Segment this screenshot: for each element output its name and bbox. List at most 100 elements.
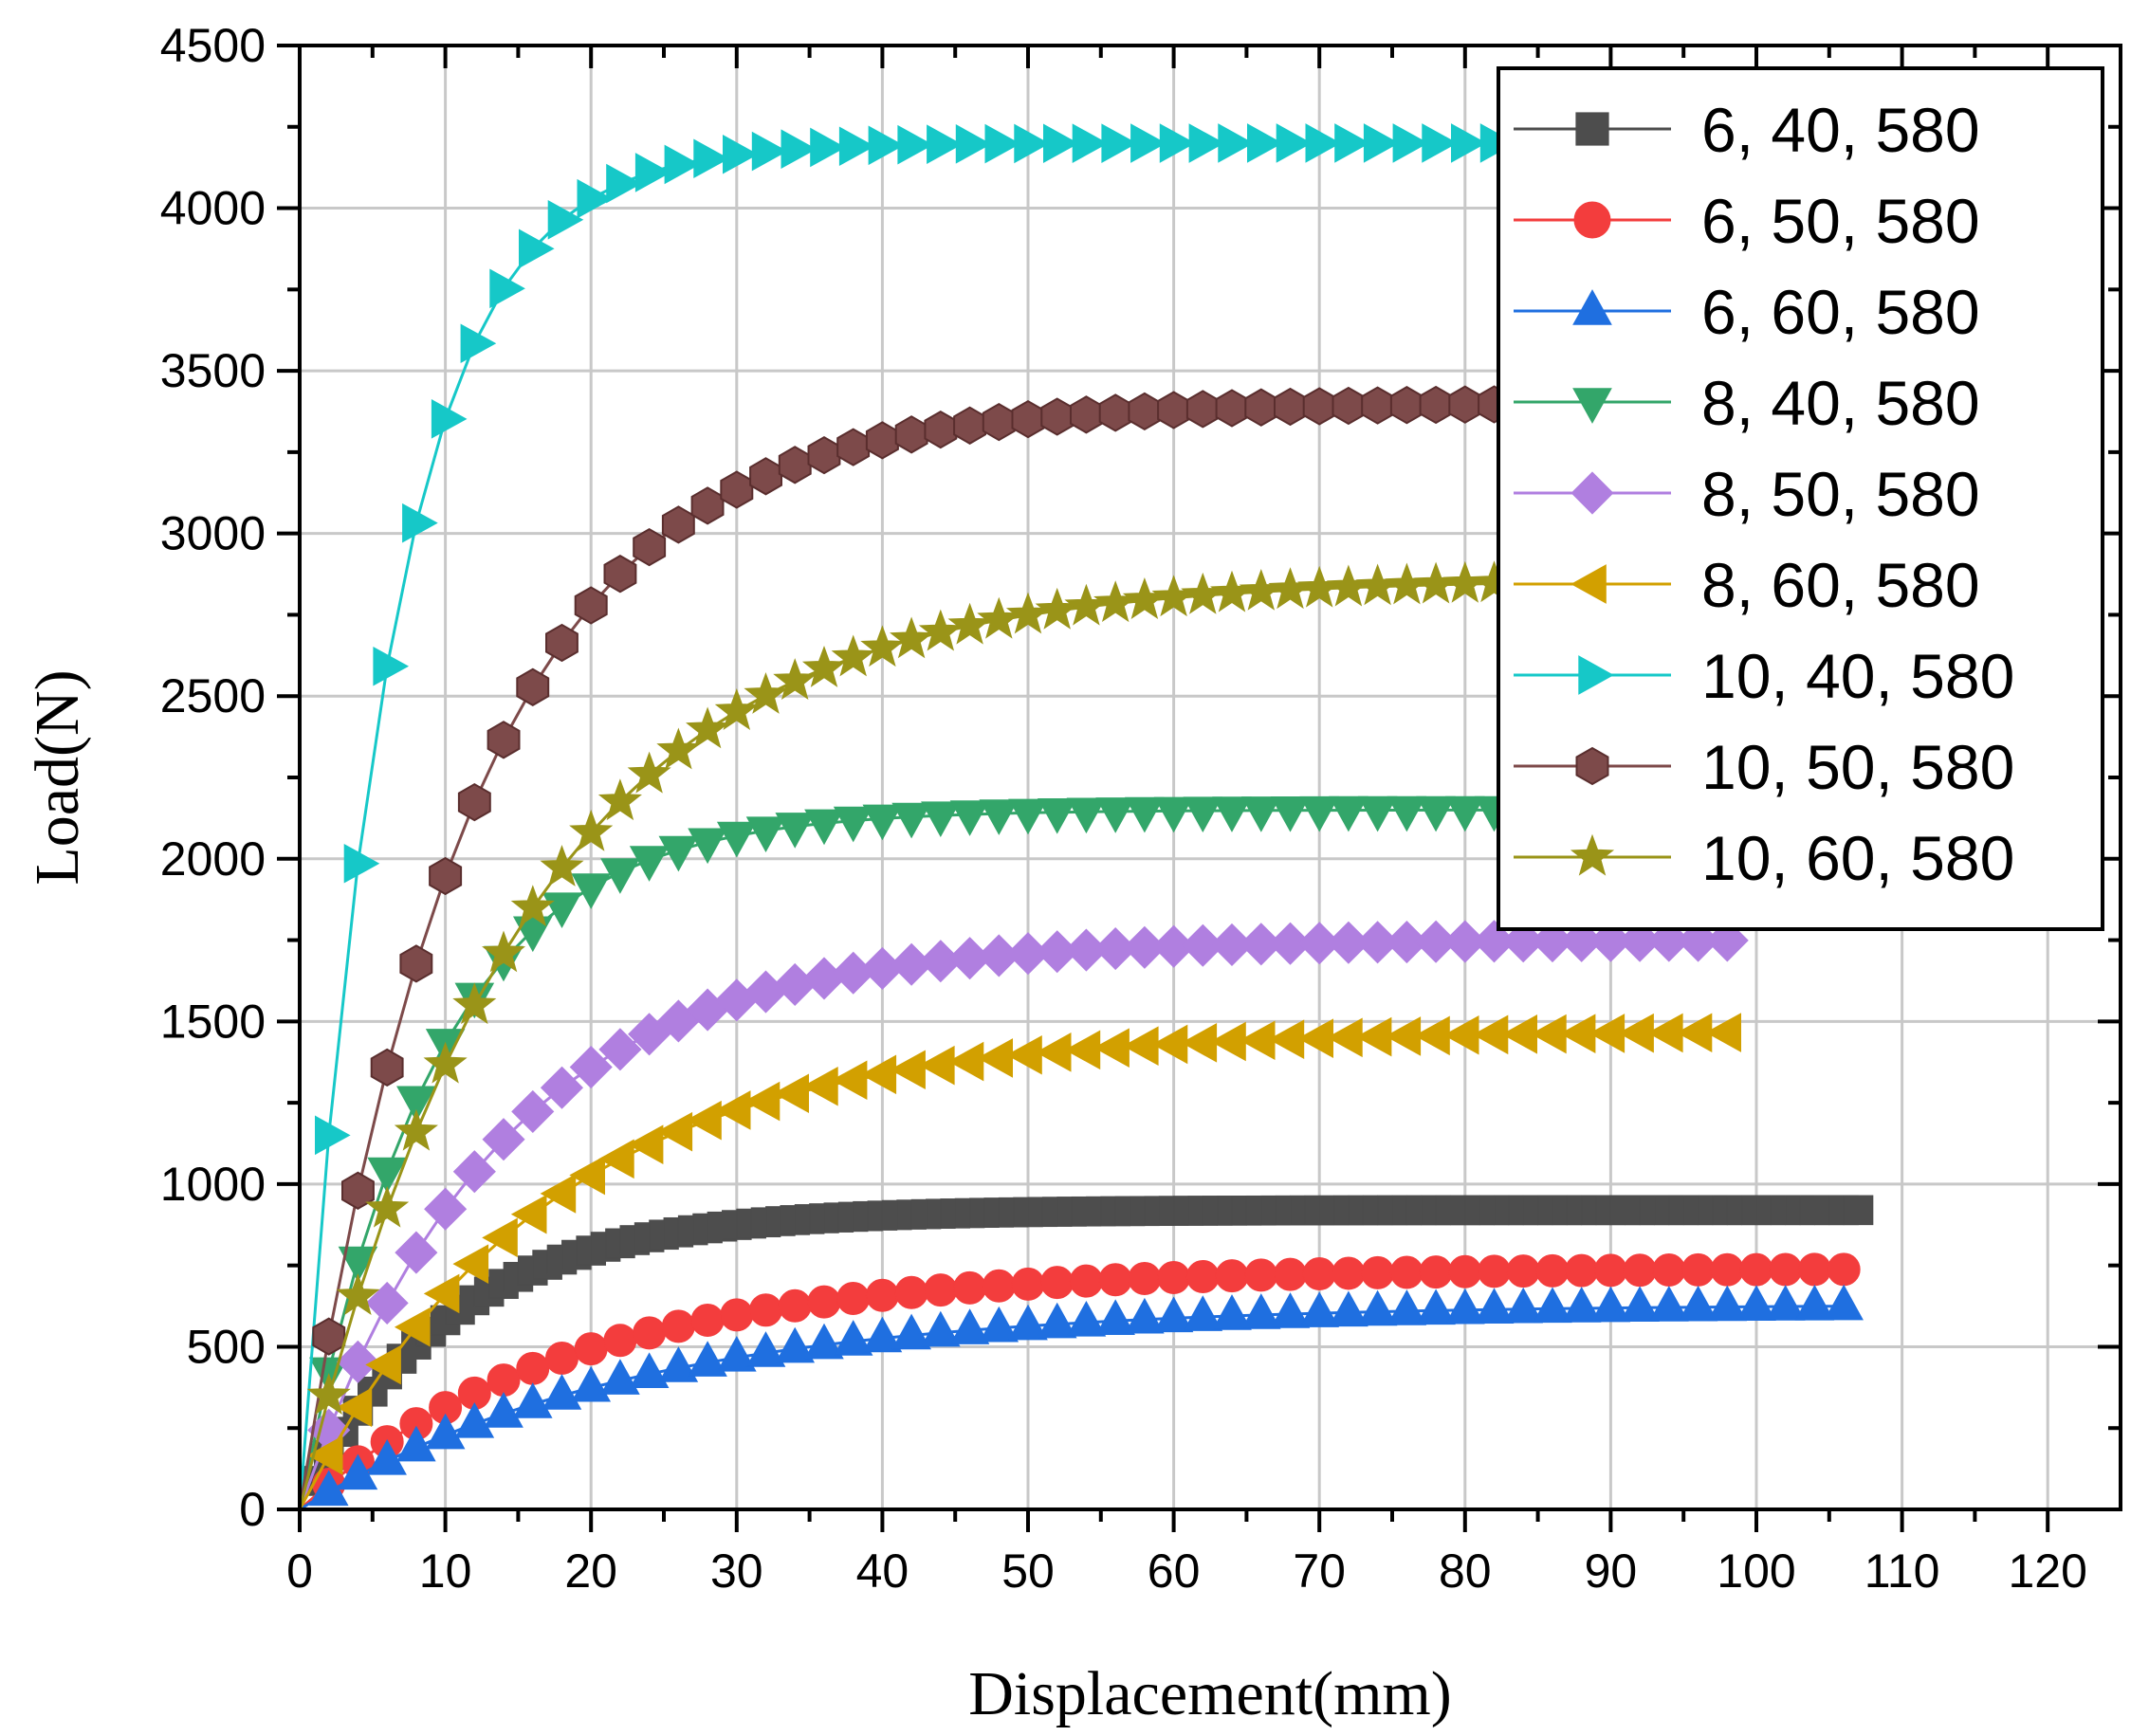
legend-item: 10, 40, 580 xyxy=(1514,641,2014,711)
data-point xyxy=(452,982,497,1025)
data-point xyxy=(1125,796,1165,833)
data-point xyxy=(395,1231,438,1274)
data-point xyxy=(723,134,759,174)
data-point xyxy=(1332,386,1366,426)
data-point xyxy=(836,1282,871,1316)
data-point xyxy=(1329,1290,1368,1327)
data-point xyxy=(306,1435,343,1475)
data-point xyxy=(452,1244,489,1284)
legend-item: 8, 60, 580 xyxy=(1514,550,1980,620)
data-point xyxy=(1649,1286,1689,1322)
data-point xyxy=(629,1352,670,1388)
data-point xyxy=(365,1281,409,1325)
data-point xyxy=(1389,386,1423,425)
data-point xyxy=(1098,1263,1132,1297)
data-point xyxy=(399,944,433,983)
data-point xyxy=(1095,797,1135,833)
data-point xyxy=(1416,1288,1456,1325)
data-point xyxy=(807,435,841,475)
data-point xyxy=(1419,385,1453,425)
data-point xyxy=(924,410,958,449)
legend-label: 6, 40, 580 xyxy=(1701,95,1980,165)
data-point xyxy=(429,856,463,896)
data-point xyxy=(1183,796,1223,833)
data-point xyxy=(1444,1288,1485,1325)
data-point xyxy=(1769,1252,1803,1287)
data-point xyxy=(716,1335,757,1372)
data-point xyxy=(1043,123,1079,164)
data-point xyxy=(1620,1286,1660,1322)
legend-label: 10, 60, 580 xyxy=(1701,823,2014,893)
tick-labels: 0 10 20 30 40 50 60 70 80 90 100 110 120 0 500 1000 1500… xyxy=(160,19,2087,1598)
data-point xyxy=(423,1273,460,1314)
data-point xyxy=(1212,1294,1252,1330)
data-point xyxy=(714,1090,751,1130)
data-point xyxy=(836,428,871,466)
data-point xyxy=(482,930,526,973)
data-point xyxy=(452,1150,496,1194)
data-point xyxy=(1247,123,1283,163)
data-point xyxy=(1181,923,1224,967)
data-point xyxy=(489,268,525,309)
data-point xyxy=(544,1341,579,1375)
data-point xyxy=(807,1285,841,1319)
data-point xyxy=(1561,1287,1602,1323)
data-point xyxy=(868,125,905,166)
legend-item: 8, 50, 580 xyxy=(1514,459,1980,529)
data-point xyxy=(1299,1291,1340,1327)
data-point xyxy=(1361,386,1395,425)
data-point xyxy=(810,127,846,168)
data-point xyxy=(686,706,730,749)
data-point xyxy=(947,1041,984,1082)
data-point xyxy=(1389,1255,1423,1289)
data-point xyxy=(1843,1195,1874,1226)
data-point xyxy=(1014,123,1050,164)
data-point xyxy=(1385,920,1428,964)
data-point xyxy=(949,800,990,836)
data-point xyxy=(1181,572,1225,614)
data-point xyxy=(341,1171,375,1210)
data-point xyxy=(1244,1258,1278,1292)
data-point xyxy=(1355,563,1400,606)
data-point xyxy=(373,646,410,686)
data-point xyxy=(1797,1252,1831,1287)
data-point xyxy=(1040,397,1074,436)
data-point xyxy=(804,1323,844,1360)
data-point xyxy=(745,816,786,853)
data-point xyxy=(751,131,788,172)
data-point xyxy=(634,153,671,192)
data-point xyxy=(1101,123,1138,163)
x-axis-title: Displacement(mm) xyxy=(968,1659,1452,1728)
data-point xyxy=(1240,796,1281,832)
series-4 xyxy=(298,919,1749,1510)
y-tick-label: 2000 xyxy=(160,832,266,886)
series-line xyxy=(298,581,1524,1510)
data-point xyxy=(365,1185,410,1228)
data-point xyxy=(890,1050,926,1090)
data-point xyxy=(801,645,846,687)
data-point xyxy=(431,399,468,439)
data-point xyxy=(1212,796,1252,832)
legend-item: 6, 40, 580 xyxy=(1514,95,1980,165)
data-point xyxy=(773,658,817,700)
data-point xyxy=(949,1308,990,1344)
data-point xyxy=(1739,1252,1773,1287)
x-tick-label: 10 xyxy=(419,1544,472,1598)
legend-label: 8, 50, 580 xyxy=(1701,459,1980,529)
data-point xyxy=(1035,587,1079,630)
data-point xyxy=(1122,577,1166,619)
data-point xyxy=(979,799,1019,835)
data-point xyxy=(720,1298,754,1332)
data-point xyxy=(1478,1254,1512,1288)
data-point xyxy=(569,1155,605,1196)
legend-label: 8, 60, 580 xyxy=(1701,550,1980,620)
data-point xyxy=(454,1401,495,1438)
data-point xyxy=(688,1341,727,1377)
data-point xyxy=(1414,561,1459,604)
data-point xyxy=(1011,1267,1045,1301)
data-point xyxy=(1215,1259,1249,1293)
data-point xyxy=(606,163,642,204)
data-point xyxy=(1185,390,1220,429)
data-point xyxy=(1183,1295,1223,1331)
data-point xyxy=(1443,920,1487,963)
